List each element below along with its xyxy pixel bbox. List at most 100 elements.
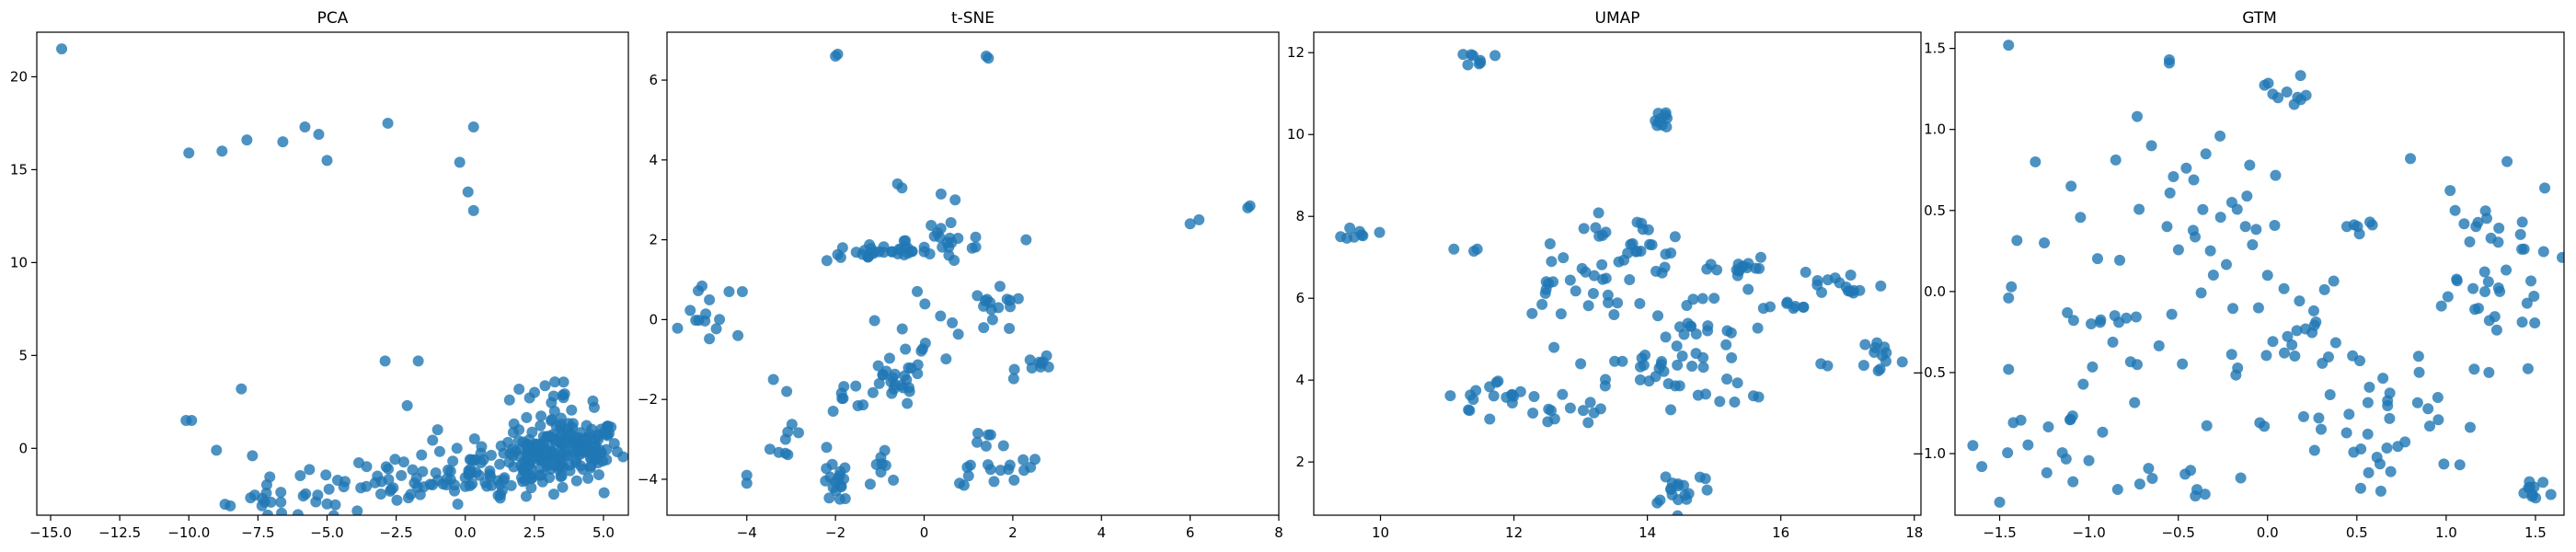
scatter-point — [2077, 378, 2089, 390]
scatter-point — [256, 500, 268, 512]
scatter-point — [611, 445, 623, 457]
scatter-point — [2007, 417, 2019, 429]
scatter-point — [553, 459, 565, 471]
x-tick-label: 2.5 — [523, 524, 546, 541]
scatter-point — [1012, 293, 1024, 305]
scatter-point — [211, 444, 223, 456]
scatter-point — [912, 368, 924, 380]
scatter-point — [397, 456, 409, 468]
scatter-point — [2483, 315, 2495, 327]
scatter-point — [2375, 485, 2386, 497]
scatter-point — [2064, 413, 2076, 425]
scatter-point — [978, 322, 990, 334]
scatter-point — [2200, 148, 2212, 160]
scatter-point — [1729, 397, 1741, 408]
scatter-point — [2340, 427, 2352, 439]
scatter-point — [684, 305, 696, 316]
scatter-point — [1634, 374, 1646, 385]
scatter-point — [945, 217, 957, 229]
scatter-point — [2067, 476, 2079, 488]
scatter-point — [2239, 221, 2251, 233]
scatter-point — [331, 475, 343, 487]
y-tick-label: 0.0 — [1924, 283, 1946, 300]
scatter-point — [1708, 293, 1720, 305]
scatter-point — [2241, 190, 2253, 202]
scatter-point — [2220, 259, 2232, 270]
scatter-point — [1484, 413, 1496, 425]
scatter-point — [1578, 223, 1590, 235]
x-tick-label: −2.5 — [379, 524, 412, 541]
scatter-point — [2384, 387, 2396, 399]
scatter-point — [2272, 92, 2284, 104]
x-tick-label: −0.5 — [2161, 524, 2194, 541]
scatter-point — [2083, 454, 2095, 466]
scatter-point — [2201, 420, 2213, 431]
scatter-point — [2225, 196, 2237, 208]
scatter-point — [2250, 224, 2262, 236]
scatter-point — [2282, 330, 2294, 342]
scatter-point — [1464, 405, 1476, 417]
scatter-point — [2095, 314, 2107, 326]
scatter-point — [265, 496, 277, 508]
scatter-point — [1588, 270, 1600, 282]
scatter-point — [699, 315, 711, 327]
scatter-point — [962, 470, 974, 482]
scatter-point — [2442, 291, 2454, 303]
scatter-point — [779, 433, 791, 445]
scatter-point — [2110, 154, 2122, 166]
scatter-point — [2374, 458, 2386, 470]
scatter-point — [517, 476, 529, 488]
scatter-point — [513, 383, 525, 395]
scatter-point — [416, 449, 428, 461]
scatter-point — [555, 419, 567, 431]
scatter-point — [2042, 420, 2054, 432]
scatter-point — [1671, 340, 1683, 352]
scatter-point — [2003, 292, 2015, 304]
scatter-point — [1643, 375, 1655, 387]
scatter-point — [476, 441, 488, 453]
scatter-point — [1588, 407, 1600, 419]
scatter-point — [375, 489, 387, 500]
scatter-point — [834, 493, 845, 505]
scatter-point — [947, 316, 959, 328]
scatter-point — [889, 368, 901, 380]
scatter-point — [2244, 159, 2256, 171]
scatter-point — [1845, 269, 1857, 281]
scatter-point — [277, 136, 289, 148]
scatter-point — [1665, 404, 1677, 416]
scatter-point — [56, 43, 68, 55]
scatter-point — [2067, 315, 2079, 327]
scatter-point — [2478, 266, 2490, 278]
scatter-point — [875, 466, 887, 478]
scatter-point — [570, 475, 582, 487]
scatter-point — [2294, 70, 2306, 82]
scatter-point — [1008, 474, 1020, 486]
scatter-point — [1869, 341, 1881, 353]
scatter-point — [276, 507, 288, 515]
scatter-point — [1696, 293, 1708, 305]
scatter-point — [877, 369, 889, 381]
y-tick-label: 0 — [18, 440, 28, 456]
scatter-point — [320, 469, 332, 481]
scatter-point — [827, 406, 839, 418]
scatter-point — [1822, 360, 1834, 372]
scatter-point — [995, 465, 1006, 477]
scatter-point — [2003, 363, 2015, 375]
scatter-point — [1754, 251, 1766, 263]
y-tick-label: 1.5 — [1924, 40, 1946, 57]
scatter-point — [2306, 327, 2318, 339]
scatter-point — [535, 420, 546, 431]
scatter-point — [2501, 264, 2513, 276]
scatter-point — [1624, 274, 1636, 286]
scatter-point — [2432, 392, 2444, 404]
scatter-point — [2485, 232, 2497, 244]
scatter-point — [1580, 266, 1592, 278]
scatter-point — [507, 427, 519, 439]
scatter-point — [464, 480, 476, 492]
scatter-point — [1811, 275, 1823, 287]
scatter-point — [508, 418, 520, 430]
scatter-point — [1527, 408, 1539, 419]
scatter-point — [1444, 390, 1456, 402]
scatter-point — [433, 445, 445, 457]
y-tick-label: 2 — [649, 232, 658, 248]
